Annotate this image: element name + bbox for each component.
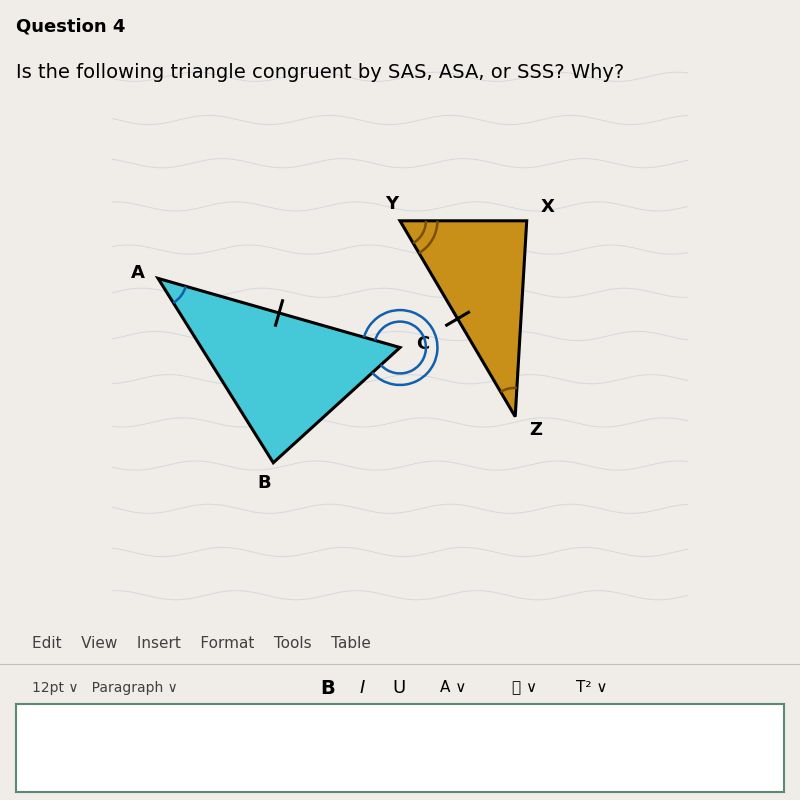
Text: T² ∨: T² ∨ bbox=[576, 681, 607, 695]
Text: Z: Z bbox=[530, 422, 542, 439]
Text: Question 4: Question 4 bbox=[16, 18, 126, 35]
Text: C: C bbox=[416, 335, 429, 353]
Text: X: X bbox=[541, 198, 554, 216]
Text: U: U bbox=[392, 679, 406, 697]
Text: Edit    View    Insert    Format    Tools    Table: Edit View Insert Format Tools Table bbox=[32, 637, 371, 651]
Text: A: A bbox=[130, 264, 144, 282]
Text: B: B bbox=[258, 474, 271, 493]
Text: Is the following triangle congruent by SAS, ASA, or SSS? Why?: Is the following triangle congruent by S… bbox=[16, 62, 624, 82]
Text: A ∨: A ∨ bbox=[440, 681, 466, 695]
Text: I: I bbox=[360, 679, 366, 697]
Polygon shape bbox=[400, 221, 526, 417]
Text: ⮪ ∨: ⮪ ∨ bbox=[512, 681, 537, 695]
Text: B: B bbox=[320, 678, 334, 698]
Polygon shape bbox=[158, 278, 400, 462]
Text: Y: Y bbox=[385, 194, 398, 213]
Text: 12pt ∨   Paragraph ∨: 12pt ∨ Paragraph ∨ bbox=[32, 681, 178, 695]
